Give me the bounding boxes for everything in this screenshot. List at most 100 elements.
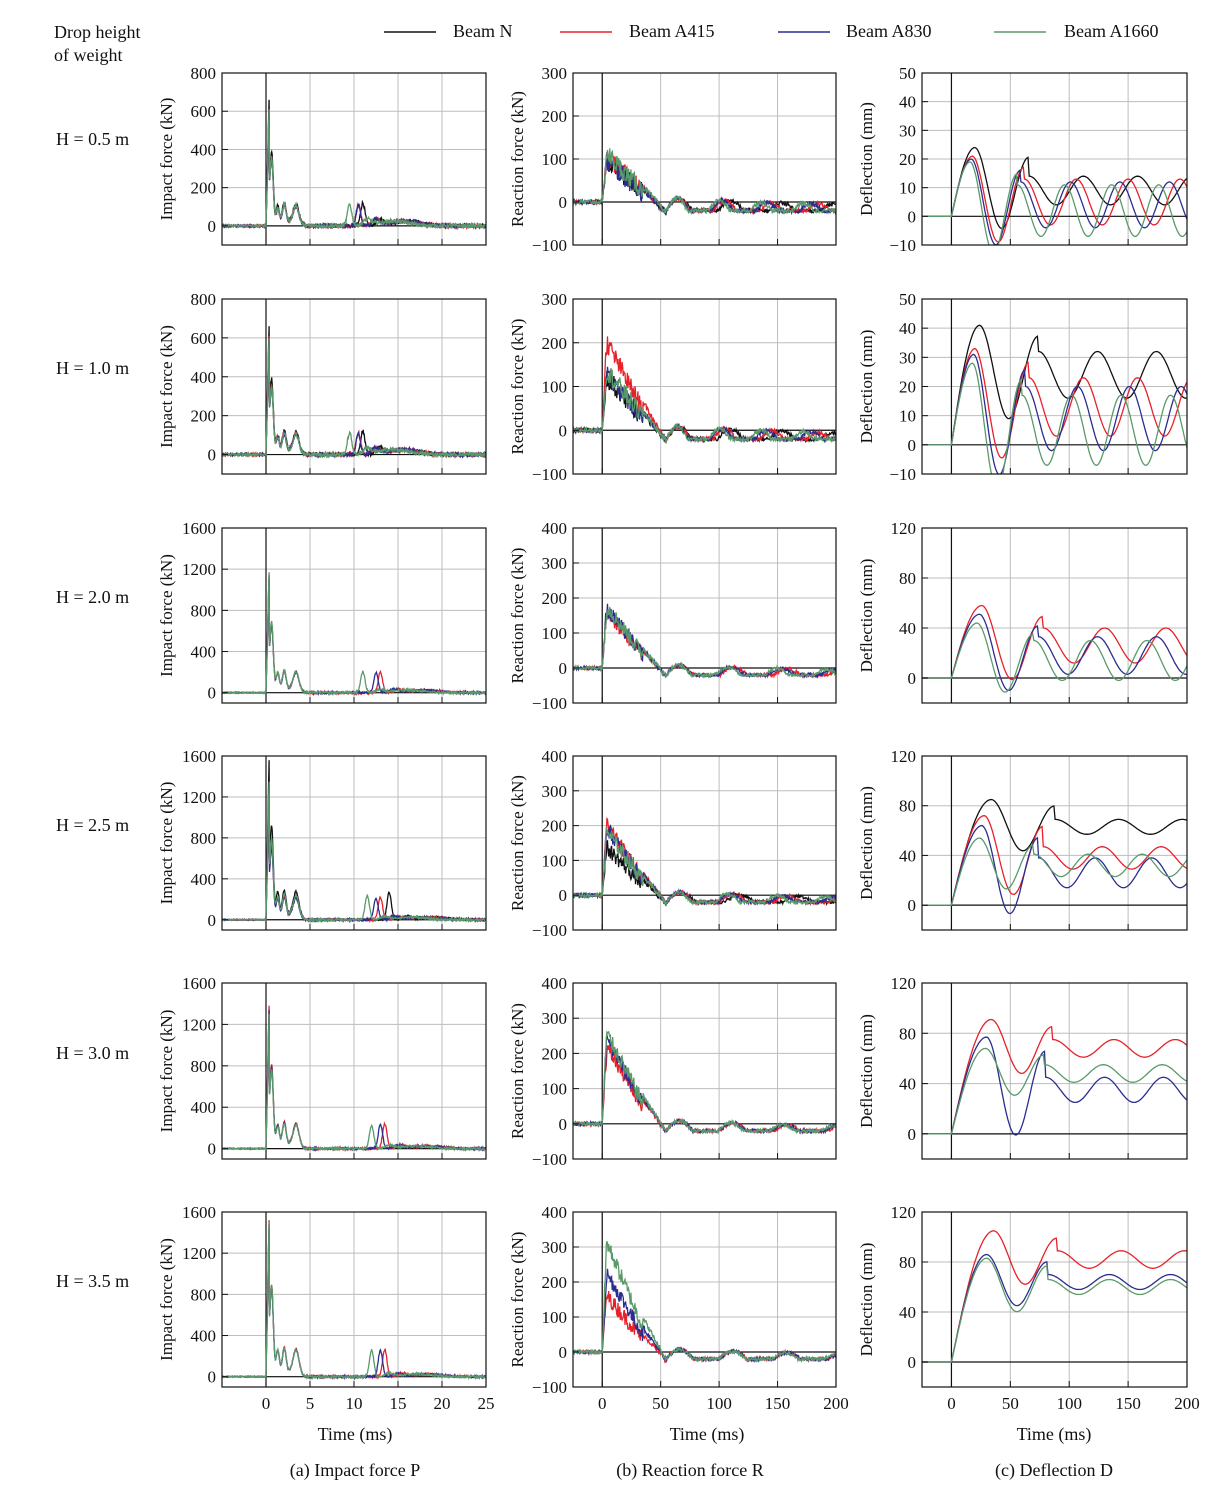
- y-tick-label: 800: [191, 829, 217, 848]
- y-tick-label: 40: [899, 93, 916, 112]
- y-axis-title: Reaction force (kN): [508, 775, 527, 911]
- y-tick-label: 200: [542, 817, 568, 836]
- y-tick-label: 40: [899, 846, 916, 865]
- y-axis-title: Deflection (mm): [857, 1243, 876, 1357]
- y-tick-label: 30: [899, 348, 916, 367]
- y-axis-title: Reaction force (kN): [508, 1232, 527, 1368]
- y-axis-title: Deflection (mm): [857, 102, 876, 216]
- x-tick-label: 100: [706, 1394, 732, 1413]
- plot-frame: [572, 527, 837, 704]
- y-tick-label: 300: [542, 64, 568, 83]
- y-tick-label: 120: [891, 747, 917, 766]
- panel-impact-row-3: 0 400 800 1200 1600 Impact force (kN): [157, 519, 487, 704]
- row-label-h-3-5: H = 3.5 m: [56, 1271, 129, 1291]
- series-line-beam-a1660: [922, 362, 1187, 474]
- panel-reaction-row-5: −100 0 100 200 300 400 Reaction force (kN): [508, 974, 837, 1169]
- y-tick-label: 50: [899, 290, 916, 309]
- y-tick-label: 20: [899, 150, 916, 169]
- plot-frame: [572, 1211, 837, 1388]
- y-tick-label: 0: [908, 896, 917, 915]
- series-line-beam-n: [922, 324, 1187, 446]
- series-line-beam-a415: [922, 155, 1187, 243]
- y-tick-label: 400: [542, 974, 568, 993]
- series-line-beam-a415: [922, 347, 1187, 459]
- y-tick-label: 0: [559, 421, 568, 440]
- y-tick-label: 1600: [182, 519, 216, 538]
- x-tick-label: 150: [765, 1394, 791, 1413]
- y-tick-label: 300: [542, 554, 568, 573]
- x-tick-label: 20: [434, 1394, 451, 1413]
- y-tick-label: 400: [191, 643, 217, 662]
- panel-reaction-row-4: −100 0 100 200 300 400 Reaction force (kN): [508, 747, 837, 940]
- y-tick-label: 400: [191, 1098, 217, 1117]
- y-tick-label: −100: [532, 236, 567, 255]
- series-group: [922, 1018, 1187, 1136]
- series-line-beam-a830: [922, 1253, 1187, 1363]
- series-line-beam-a830: [922, 824, 1187, 915]
- legend-label-beam-a830: Beam A830: [846, 21, 932, 41]
- y-tick-label: 200: [191, 179, 217, 198]
- row-header-line1: Drop height: [54, 22, 140, 42]
- panel-reaction-row-2: −100 0 100 200 300 Reaction force (kN): [508, 290, 837, 484]
- series-line-beam-a830: [573, 1268, 836, 1364]
- y-tick-label: −100: [532, 1150, 567, 1169]
- y-tick-label: 120: [891, 519, 917, 538]
- x-axis-title-deflection: Time (ms): [1017, 1424, 1092, 1445]
- series-group: [222, 99, 486, 231]
- row-label-h-3-0: H = 3.0 m: [56, 1043, 129, 1063]
- y-tick-label: −10: [889, 236, 916, 255]
- y-tick-label: −100: [532, 694, 567, 713]
- row-label-h-1-0: H = 1.0 m: [56, 358, 129, 378]
- series-line-beam-a1660: [922, 1257, 1187, 1363]
- series-group: [573, 1030, 836, 1136]
- panel-reaction-row-3: −100 0 100 200 300 400 Reaction force (kN): [508, 519, 837, 713]
- y-axis-title: Deflection (mm): [857, 1014, 876, 1128]
- panel-deflection-row-1: −10 0 10 20 30 40 50 Deflection (mm): [857, 64, 1188, 255]
- series-group: [922, 146, 1187, 245]
- y-tick-label: 40: [899, 619, 916, 638]
- series-group: [922, 1230, 1187, 1363]
- y-tick-label: 1200: [182, 1015, 216, 1034]
- y-tick-label: 300: [542, 1009, 568, 1028]
- x-tick-label: 200: [1174, 1394, 1200, 1413]
- y-tick-label: 200: [191, 407, 217, 426]
- x-tick-label: 5: [306, 1394, 315, 1413]
- x-tick-label: 100: [1056, 1394, 1082, 1413]
- y-tick-label: 80: [899, 1024, 916, 1043]
- y-axis-title: Deflection (mm): [857, 786, 876, 900]
- y-tick-label: 600: [191, 329, 217, 348]
- y-tick-label: 0: [208, 446, 217, 465]
- y-axis-title: Impact force (kN): [157, 554, 176, 677]
- plot-frame: [921, 755, 1188, 931]
- series-group: [922, 604, 1187, 693]
- y-tick-label: 0: [559, 659, 568, 678]
- series-line-beam-a1660: [222, 337, 486, 459]
- series-group: [222, 1005, 486, 1153]
- y-axis-title: Impact force (kN): [157, 98, 176, 221]
- x-tick-label: 150: [1115, 1394, 1141, 1413]
- y-axis-title: Impact force (kN): [157, 1238, 176, 1361]
- panel-deflection-row-6: 0 40 80 120 0 50 100 150 200 Deflection (mm): [857, 1203, 1200, 1413]
- x-tick-label: 0: [947, 1394, 956, 1413]
- series-line-beam-a1660: [922, 622, 1187, 693]
- plot-frame: [921, 982, 1188, 1160]
- series-line-beam-a1660: [573, 367, 836, 444]
- y-tick-label: 300: [542, 1238, 568, 1257]
- row-label-h-0-5: H = 0.5 m: [56, 129, 129, 149]
- y-tick-label: 800: [191, 1285, 217, 1304]
- y-tick-label: 0: [559, 1343, 568, 1362]
- y-tick-label: −100: [532, 1378, 567, 1397]
- y-tick-label: 800: [191, 601, 217, 620]
- y-tick-label: 0: [559, 193, 568, 212]
- series-line-beam-a830: [573, 603, 836, 679]
- y-tick-label: −10: [889, 465, 916, 484]
- series-line-beam-a415: [573, 613, 836, 680]
- plot-frame: [572, 982, 837, 1160]
- y-axis-title: Impact force (kN): [157, 1010, 176, 1133]
- y-tick-label: 100: [542, 150, 568, 169]
- y-tick-label: 100: [542, 1080, 568, 1099]
- series-line-beam-a415: [922, 815, 1187, 906]
- series-line-beam-a1660: [222, 781, 486, 924]
- y-tick-label: 0: [208, 911, 217, 930]
